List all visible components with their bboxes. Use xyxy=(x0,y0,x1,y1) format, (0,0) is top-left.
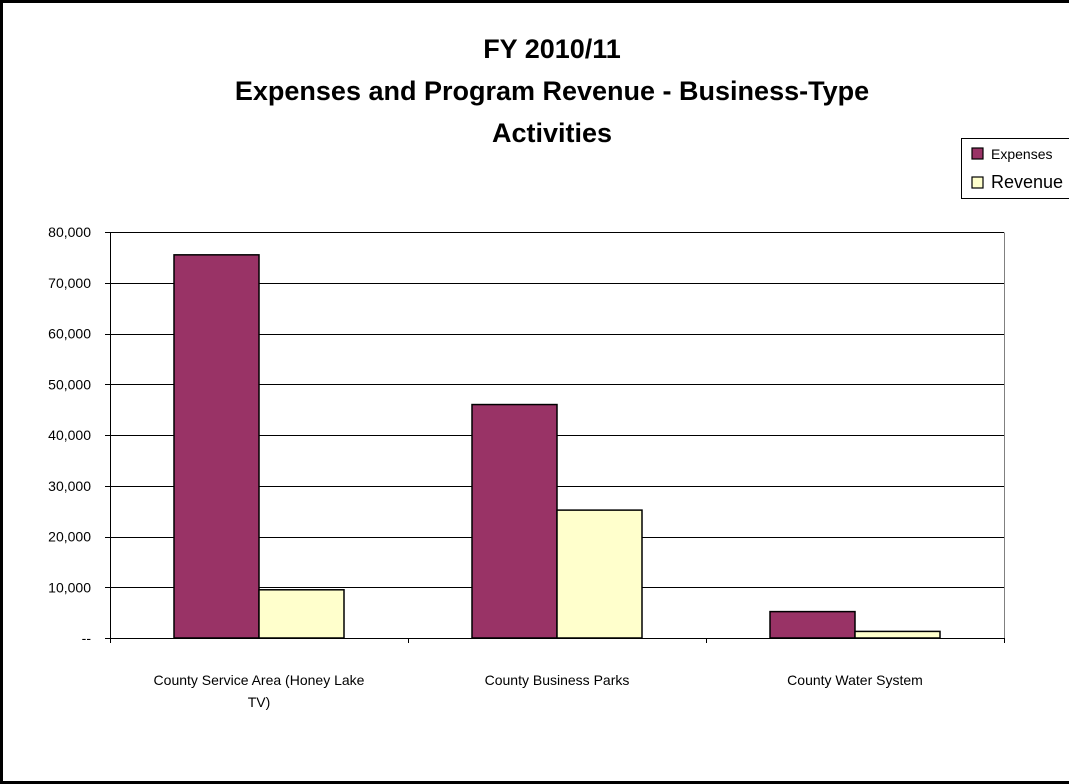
chart-title-line: Expenses and Program Revenue - Business-… xyxy=(235,76,869,106)
x-category-labels: County Service Area (Honey Lake TV) County… xyxy=(154,672,923,710)
bar-expenses-0 xyxy=(173,254,260,639)
y-tick-label: 10,000 xyxy=(48,579,91,595)
chart-title-line: Activities xyxy=(492,118,612,148)
category-label: County Service Area (Honey Lake xyxy=(154,672,365,688)
y-tick-label: 60,000 xyxy=(48,326,91,342)
bars xyxy=(173,254,941,639)
legend: Expenses Revenue xyxy=(961,138,1069,199)
bar-expenses-2 xyxy=(769,610,856,639)
y-tick-label: 70,000 xyxy=(48,275,91,291)
legend-swatch-revenue xyxy=(971,176,984,189)
bar-expenses-1 xyxy=(471,403,558,639)
y-tick-label: 40,000 xyxy=(48,427,91,443)
y-tick-label: 50,000 xyxy=(48,376,91,392)
y-tick-label: 80,000 xyxy=(48,224,91,240)
legend-label-revenue: Revenue xyxy=(991,172,1063,192)
chart-title-line: FY 2010/11 xyxy=(483,34,621,64)
y-tick-label: 20,000 xyxy=(48,529,91,545)
axes xyxy=(105,232,1005,643)
bar-chart: FY 2010/11 Expenses and Program Revenue -… xyxy=(48,34,1069,710)
y-tick-label: -- xyxy=(82,630,92,646)
category-label: County Business Parks xyxy=(485,672,630,688)
category-label: County Water System xyxy=(787,672,923,688)
bar-revenue-1 xyxy=(556,509,643,639)
bar-revenue-0 xyxy=(258,589,345,639)
bar-revenue-2 xyxy=(854,630,941,639)
y-tick-labels: -- 10,000 20,000 30,000 40,000 50,000 60,000 70… xyxy=(48,224,91,646)
y-tick-label: 30,000 xyxy=(48,478,91,494)
legend-swatch-expenses xyxy=(971,147,984,160)
chart-title: FY 2010/11 Expenses and Program Revenue -… xyxy=(235,34,869,148)
category-label: TV) xyxy=(248,694,271,710)
legend-label-expenses: Expenses xyxy=(991,146,1052,162)
